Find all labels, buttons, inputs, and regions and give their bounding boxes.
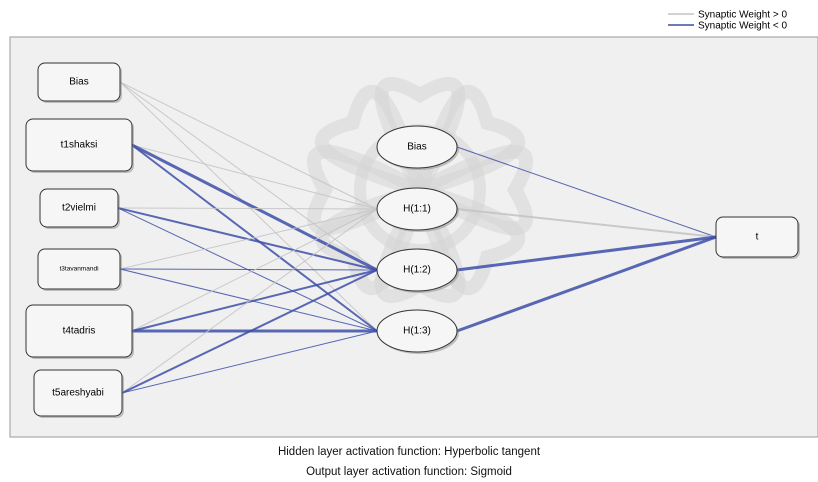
node-label: H(1:3): [403, 326, 431, 337]
node-label: H(1:2): [403, 265, 431, 276]
node-h3: H(1:3): [376, 309, 459, 354]
plot-panel: [9, 36, 818, 438]
connection-bias_h-out: [456, 146, 717, 238]
watermark-petal: [374, 77, 466, 194]
watermark-petal: [413, 84, 526, 197]
node-label: t4tadris: [63, 326, 96, 337]
watermark-petal: [314, 84, 427, 197]
connection-t2-h1: [117, 207, 378, 210]
connection-bias_in-h2: [119, 81, 378, 271]
node-t3: t3tavanmandi: [37, 248, 122, 291]
node-h1: H(1:1): [376, 187, 459, 232]
node-t5: t5areshyabi: [33, 369, 124, 418]
node-label: t5areshyabi: [52, 388, 104, 399]
connection-t1-h1: [131, 144, 378, 210]
node-t1: t1shaksi: [25, 118, 134, 173]
connection-t5-h2: [121, 269, 378, 394]
node-t2: t2vielmi: [39, 188, 120, 229]
connection-t4-h1: [131, 208, 378, 332]
node-label: t1shaksi: [61, 140, 98, 151]
connection-bias_in-h1: [119, 81, 378, 210]
node-h2: H(1:2): [376, 248, 459, 293]
connection-bias_in-h3: [119, 81, 378, 332]
hidden-activation-caption: Hidden layer activation function: Hyperb…: [277, 446, 541, 458]
node-out: t: [715, 216, 800, 259]
watermark-petal: [307, 144, 424, 236]
node-label: t2vielmi: [62, 203, 96, 214]
connection-t5-h1: [121, 208, 378, 394]
connections: [117, 81, 717, 394]
node-label: Bias: [407, 142, 426, 153]
node-bias_h: Bias: [376, 125, 459, 170]
connection-t5-h3: [121, 330, 378, 394]
node-label: t3tavanmandi: [59, 266, 98, 273]
connection-t3-h2: [119, 268, 378, 271]
connection-h1-out: [456, 208, 717, 238]
node-label: Bias: [69, 77, 88, 88]
watermark-petal: [416, 144, 533, 236]
nodes: Bias t1shaksi t2vielmi t3tavanmandi t4tadris…: [25, 62, 800, 418]
node-bias_in: Bias: [37, 62, 122, 103]
connection-t3-h1: [119, 208, 378, 270]
output-activation-caption: Output layer activation function: Sigmoi…: [306, 466, 512, 478]
legend-label: Synaptic Weight > 0: [698, 10, 787, 21]
connection-h2-out: [456, 235, 717, 272]
connection-t4-h2: [131, 269, 378, 332]
node-label: H(1:1): [403, 204, 431, 215]
legend-label: Synaptic Weight < 0: [698, 21, 787, 32]
node-t4: t4tadris: [25, 304, 134, 359]
connection-t3-h3: [119, 268, 378, 332]
node-label: t: [756, 232, 759, 243]
connection-h3-out: [456, 235, 717, 333]
connection-t1-h2: [131, 143, 378, 272]
